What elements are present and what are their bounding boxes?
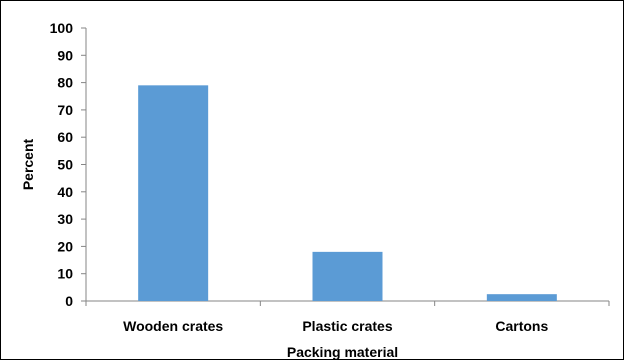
y-tick-label: 80: [57, 75, 73, 91]
y-axis-title: Percent: [20, 138, 36, 190]
y-tick-label: 0: [65, 293, 73, 309]
y-tick-label: 100: [50, 20, 74, 36]
x-ticks: [85, 301, 610, 306]
axes: 0 10 20 30 40 50 60 70 80 90 100: [50, 20, 610, 309]
x-tick-label: Cartons: [495, 318, 548, 334]
y-tick-label: 90: [57, 47, 73, 63]
y-tick-label: 70: [57, 102, 73, 118]
y-tick-label: 20: [57, 238, 73, 254]
x-tick-label: Plastic crates: [302, 318, 392, 334]
x-tick-label: Wooden crates: [123, 318, 223, 334]
y-tick-label: 10: [57, 266, 73, 282]
bar-cartons: [486, 294, 557, 301]
labels: Wooden crates Plastic crates Cartons: [123, 318, 548, 334]
y-tick-label: 50: [57, 157, 73, 173]
bars: [138, 85, 557, 301]
y-tick-label: 40: [57, 184, 73, 200]
bar-wooden-crates: [138, 85, 209, 301]
y-tick-label: 30: [57, 211, 73, 227]
y-ticks: 0 10 20 30 40 50 60 70 80 90 100: [50, 20, 86, 309]
x-axis-title: Packing material: [287, 344, 398, 360]
bar-plastic-crates: [312, 251, 383, 301]
y-tick-label: 60: [57, 129, 73, 145]
